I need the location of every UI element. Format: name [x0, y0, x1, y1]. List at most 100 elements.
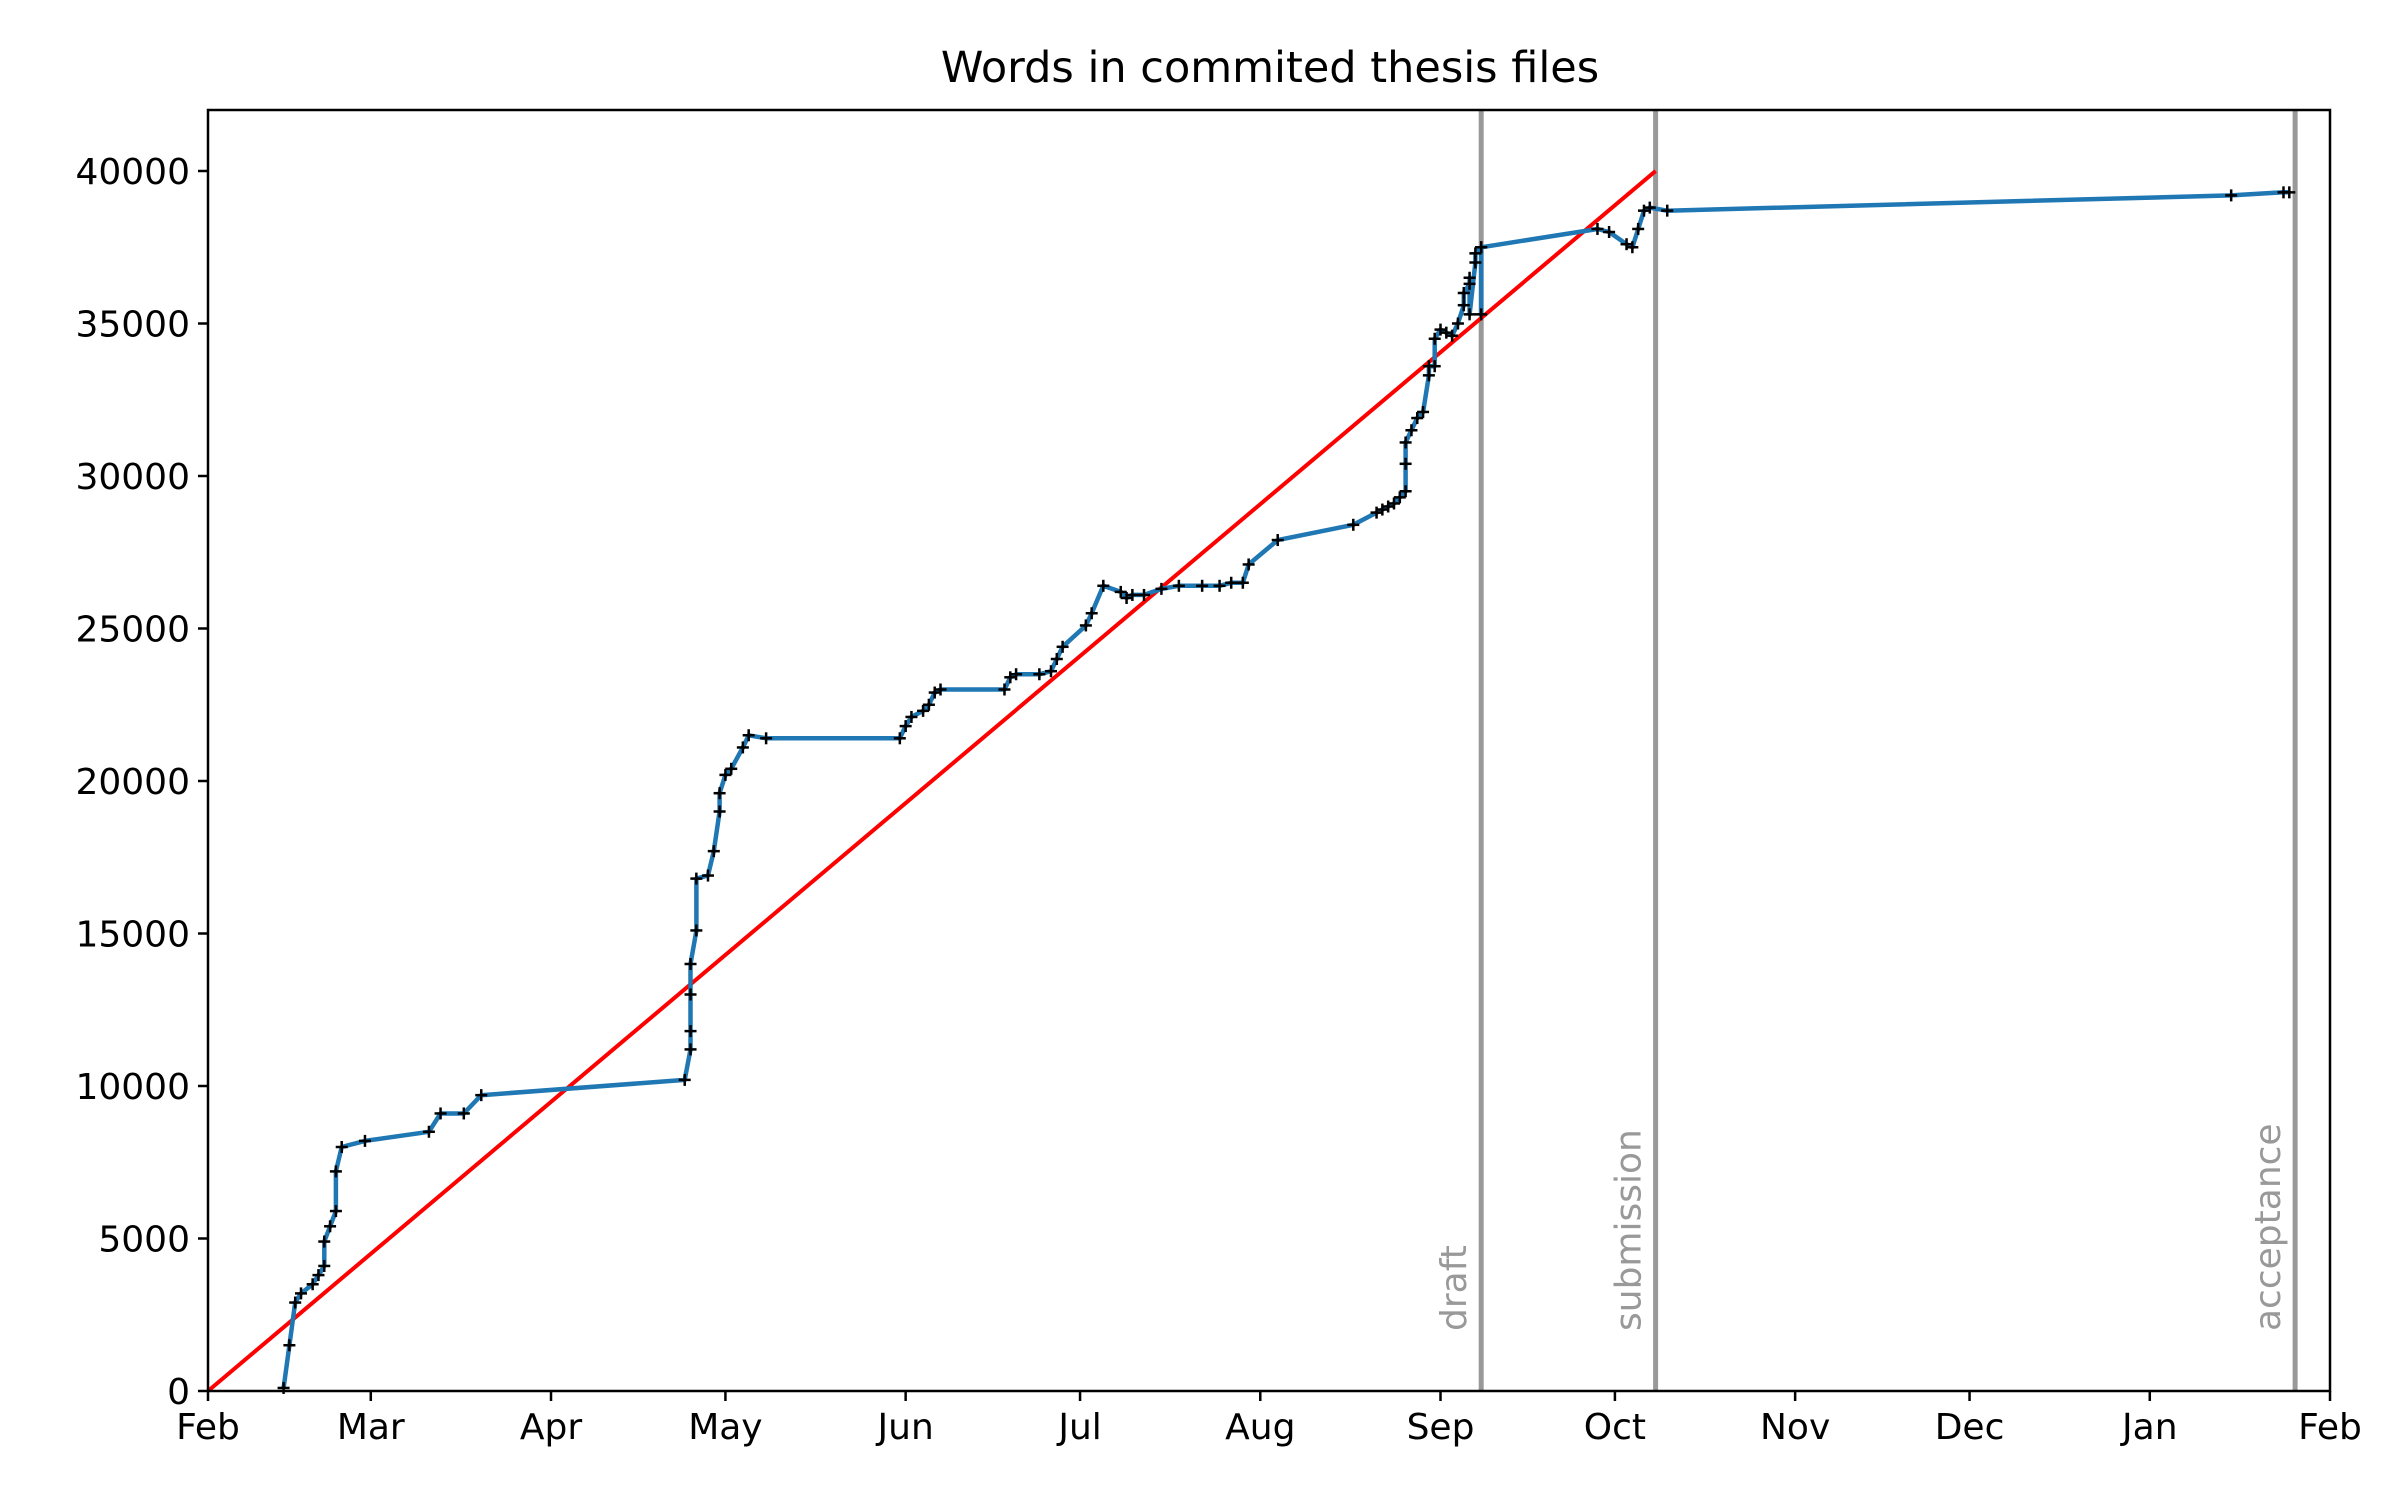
data-point-marker — [475, 1089, 488, 1102]
data-point-marker — [1417, 405, 1430, 418]
data-point-marker — [684, 988, 697, 1001]
data-point-marker — [719, 768, 732, 781]
data-point-marker — [318, 1235, 331, 1248]
data-point-marker — [358, 1134, 371, 1147]
y-tick-label: 15000 — [75, 915, 190, 956]
data-point-marker — [893, 732, 906, 745]
data-point-marker — [434, 1107, 447, 1120]
data-point-marker — [1399, 457, 1412, 470]
data-point-marker — [707, 845, 720, 858]
data-point-marker — [1643, 201, 1656, 214]
y-tick-label: 35000 — [75, 305, 190, 346]
data-point-marker — [1451, 317, 1464, 330]
data-point-marker — [329, 1205, 342, 1218]
event-label-acceptance: acceptance — [2248, 1123, 2289, 1331]
x-tick-label: Apr — [520, 1407, 582, 1448]
x-tick-label: Sep — [1407, 1407, 1475, 1448]
y-tick-label: 30000 — [75, 457, 190, 498]
data-point-marker — [934, 683, 947, 696]
x-tick-label: Nov — [1760, 1407, 1830, 1448]
y-tick-label: 10000 — [75, 1067, 190, 1108]
x-tick-label: May — [688, 1407, 762, 1448]
data-point-marker — [318, 1259, 331, 1272]
data-point-marker — [684, 1043, 697, 1056]
y-tick-label: 25000 — [75, 610, 190, 651]
axes: Feb Mar Apr May Jun Jul Aug Sep Oct Nov Dec Jan Feb0… — [75, 108, 2362, 1448]
data-point-marker — [1044, 665, 1057, 678]
x-tick-label: Feb — [176, 1407, 240, 1448]
data-point-marker — [1196, 579, 1209, 592]
data-point-marker — [1463, 271, 1476, 284]
plot-area: draft submission acceptance — [206, 110, 2298, 1394]
data-point-marker — [917, 704, 930, 717]
data-point-marker — [701, 869, 714, 882]
data-point-marker — [1172, 579, 1185, 592]
data-point-marker — [1446, 329, 1459, 342]
data-point-marker — [1056, 640, 1069, 653]
data-point-marker — [1236, 576, 1249, 589]
data-point-marker — [1428, 360, 1441, 373]
data-point-marker — [312, 1269, 325, 1282]
data-point-marker — [1457, 299, 1470, 312]
data-point-marker — [725, 762, 738, 775]
data-point-marker — [1387, 497, 1400, 510]
y-tick-label: 5000 — [98, 1220, 190, 1261]
data-point-marker — [324, 1220, 337, 1233]
y-tick-label: 20000 — [75, 762, 190, 803]
data-point-marker — [736, 741, 749, 754]
data-point-marker — [1405, 424, 1418, 437]
data-point-marker — [283, 1339, 296, 1352]
x-tick-label: Jan — [2120, 1407, 2178, 1448]
event-label-submission: submission — [1609, 1129, 1650, 1331]
data-point-marker — [742, 729, 755, 742]
y-tick-label: 0 — [167, 1372, 190, 1413]
data-point-marker — [457, 1107, 470, 1120]
data-point-marker — [1475, 308, 1488, 321]
data-point-marker — [1242, 558, 1255, 571]
data-point-marker — [295, 1287, 308, 1300]
data-point-marker — [922, 698, 935, 711]
data-point-marker — [1126, 588, 1139, 601]
data-point-marker — [1079, 619, 1092, 632]
data-point-marker — [1399, 436, 1412, 449]
data-point-marker — [1399, 485, 1412, 498]
data-point-marker — [1213, 579, 1226, 592]
data-point-marker — [1050, 653, 1063, 665]
data-point-marker — [1347, 518, 1360, 531]
data-point-marker — [289, 1296, 302, 1309]
target-line — [206, 169, 1657, 1393]
x-tick-label: Mar — [337, 1407, 405, 1448]
data-point-marker — [1033, 668, 1046, 681]
data-point-marker — [1138, 588, 1151, 601]
data-point-marker — [1626, 241, 1639, 254]
data-point-marker — [1155, 582, 1168, 595]
data-point-marker — [998, 683, 1011, 696]
data-point-marker — [1271, 534, 1284, 547]
data-point-marker — [335, 1141, 348, 1153]
data-point-marker — [329, 1165, 342, 1178]
data-point-marker — [1114, 585, 1127, 598]
x-tick-label: Dec — [1935, 1407, 2005, 1448]
data-point-marker — [422, 1125, 435, 1138]
data-point-marker — [690, 924, 703, 937]
x-tick-label: Feb — [2298, 1407, 2362, 1448]
data-point-marker — [2283, 186, 2296, 199]
data-point-marker — [1469, 247, 1482, 260]
event-label-draft: draft — [1434, 1245, 1475, 1331]
data-point-marker — [1591, 222, 1604, 235]
data-point-marker — [1010, 668, 1023, 681]
x-tick-label: Jun — [876, 1407, 934, 1448]
data-point-marker — [1463, 308, 1476, 321]
data-point-marker — [899, 720, 912, 733]
data-point-marker — [306, 1278, 319, 1291]
data-point-marker — [713, 787, 726, 800]
data-point-marker — [1632, 222, 1645, 235]
data-point-marker — [1393, 491, 1406, 504]
chart-title: Words in commited thesis files — [941, 43, 1599, 93]
data-point-marker — [678, 1073, 691, 1086]
axes-frame — [206, 108, 2332, 1393]
data-point-marker — [1603, 226, 1616, 238]
data-point-marker — [1457, 287, 1470, 299]
